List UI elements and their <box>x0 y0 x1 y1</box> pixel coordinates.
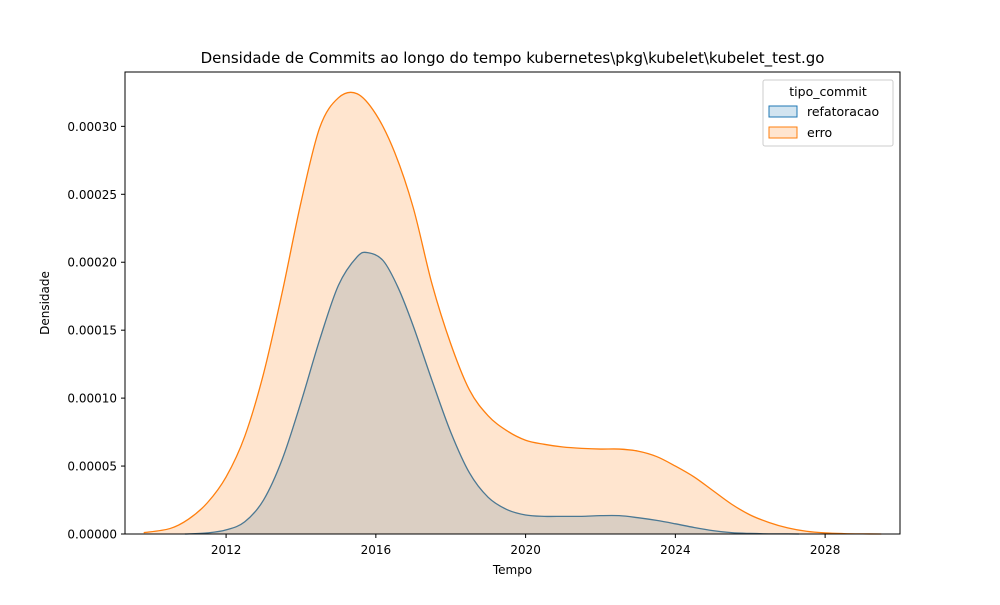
chart-title: Densidade de Commits ao longo do tempo k… <box>201 49 825 68</box>
x-tick-label: 2024 <box>660 543 691 557</box>
legend: tipo_commit refatoracao erro <box>762 79 894 147</box>
y-tick-label: 0.00025 <box>67 188 117 202</box>
legend-items: refatoracao erro <box>768 104 879 140</box>
legend-swatch-erro <box>768 126 798 139</box>
x-tick-label: 2016 <box>361 543 392 557</box>
x-axis-label: Tempo <box>492 563 532 577</box>
y-tick-label: 0.00005 <box>67 460 117 474</box>
legend-title: tipo_commit <box>789 84 867 99</box>
density-line-erro <box>143 91 882 535</box>
density-areas <box>143 91 882 535</box>
density-fill-refatoracao <box>184 252 799 534</box>
legend-box <box>762 79 894 147</box>
legend-label-erro: erro <box>807 125 832 140</box>
density-fill-erro <box>143 92 882 534</box>
y-tick-label: 0.00030 <box>67 120 117 134</box>
y-axis-ticks: 0.00000 0.00005 0.00010 0.00015 0.00020 0.000… <box>67 120 125 542</box>
x-tick-label: 2012 <box>211 543 242 557</box>
y-tick-label: 0.00020 <box>67 256 117 270</box>
y-axis-label: Densidade <box>38 271 52 335</box>
density-line-refatoracao <box>184 251 799 535</box>
legend-swatch-refatoracao <box>768 105 798 118</box>
legend-label-refatoracao: refatoracao <box>807 104 879 119</box>
y-tick-label: 0.00010 <box>67 392 117 406</box>
y-tick-label: 0.00015 <box>67 324 117 338</box>
x-axis-ticks: 2012 2016 2020 2024 2028 <box>211 534 841 557</box>
x-tick-label: 2020 <box>510 543 541 557</box>
y-tick-label: 0.00000 <box>67 528 117 542</box>
plot-frame <box>124 71 901 535</box>
x-tick-label: 2028 <box>810 543 841 557</box>
